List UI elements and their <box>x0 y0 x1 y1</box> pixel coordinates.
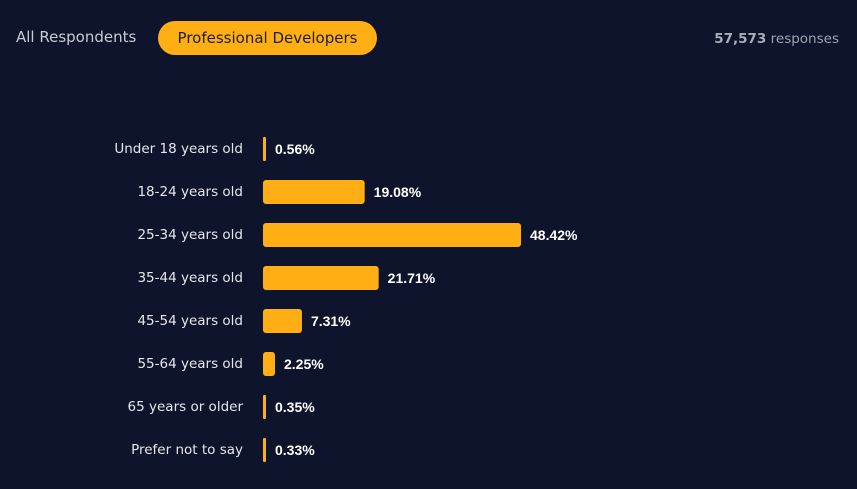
value-label: 7.31% <box>311 313 351 329</box>
category-label: Under 18 years old <box>114 141 243 157</box>
category-label: 25-34 years old <box>137 227 243 243</box>
tab-all-respondents[interactable]: All Respondents <box>16 28 137 46</box>
category-label: 35-44 years old <box>137 270 243 286</box>
value-label: 0.35% <box>275 399 315 415</box>
value-label: 48.42% <box>530 227 578 243</box>
bar[interactable] <box>263 137 266 161</box>
category-label: Prefer not to say <box>131 442 243 458</box>
responses-suffix: responses <box>770 31 839 47</box>
bar[interactable] <box>263 309 302 333</box>
value-label: 21.71% <box>388 270 436 286</box>
category-label: 65 years or older <box>128 399 244 415</box>
category-label: 55-64 years old <box>137 356 243 372</box>
bar[interactable] <box>263 180 365 204</box>
bar[interactable] <box>263 223 521 247</box>
bar[interactable] <box>263 438 266 462</box>
value-label: 2.25% <box>284 356 324 372</box>
value-label: 0.33% <box>275 442 315 458</box>
responses-number: 57,573 <box>714 31 767 47</box>
responses-count: 57,573 responses <box>714 31 839 47</box>
tab-professional-developers[interactable]: Professional Developers <box>158 21 377 55</box>
bar[interactable] <box>263 395 266 419</box>
bar[interactable] <box>263 266 379 290</box>
bar[interactable] <box>263 352 275 376</box>
category-label: 18-24 years old <box>137 184 243 200</box>
value-label: 19.08% <box>374 184 422 200</box>
category-label: 45-54 years old <box>137 313 243 329</box>
value-label: 0.56% <box>275 141 315 157</box>
